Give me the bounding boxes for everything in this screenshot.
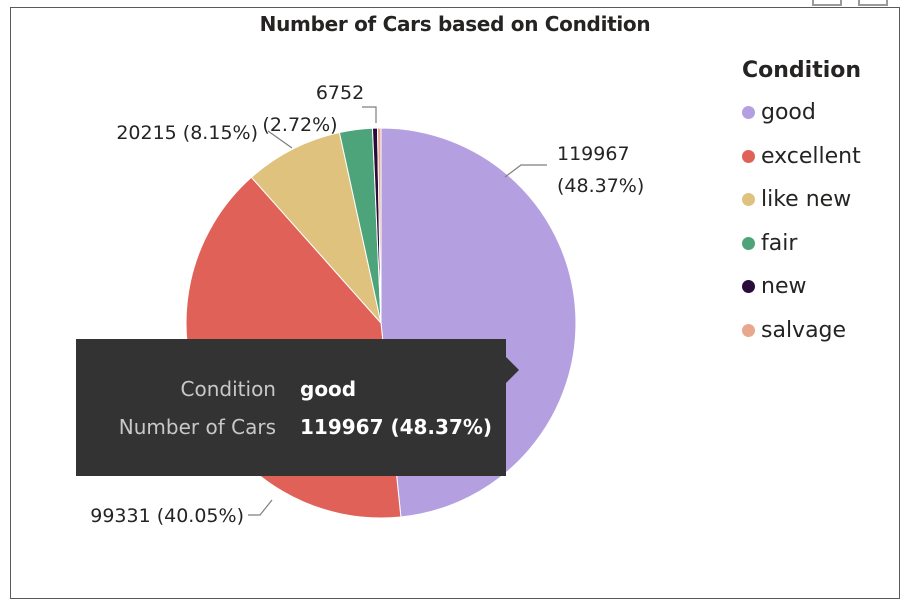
- tooltip: Condition good Number of Cars 119967 (48…: [76, 339, 506, 476]
- tooltip-condition-key: Condition: [180, 377, 276, 401]
- legend-title: Condition: [742, 58, 862, 83]
- legend-item-salvage[interactable]: salvage: [742, 309, 861, 353]
- leader-line: [362, 106, 377, 123]
- legend-label: salvage: [761, 317, 847, 343]
- legend-dot-icon: [742, 149, 755, 163]
- data-label: 20215 (8.15%): [116, 122, 258, 144]
- legend-item-fair[interactable]: fair: [742, 222, 861, 266]
- leader-line: [248, 499, 273, 516]
- legend-label: like new: [761, 187, 852, 213]
- legend: Condition good excellent like new fair new sa…: [742, 58, 861, 352]
- legend-dot-icon: [742, 323, 755, 337]
- data-label: (48.37%): [557, 175, 644, 197]
- tooltip-condition-value: good: [300, 377, 357, 401]
- legend-label: new: [761, 274, 807, 300]
- pie-slice-like-new[interactable]: [250, 131, 382, 325]
- legend-dot-icon: [742, 236, 755, 250]
- tooltip-count-value: 119967 (48.37%): [300, 415, 493, 439]
- legend-dot-icon: [742, 280, 755, 294]
- focus-mode-icon[interactable]: [812, 0, 842, 6]
- legend-item-good[interactable]: good: [742, 91, 861, 135]
- data-label: 6752: [316, 82, 364, 104]
- data-label: 119967: [557, 143, 630, 165]
- chart-title: Number of Cars based on Condition: [259, 12, 651, 36]
- legend-dot-icon: [742, 193, 755, 207]
- legend-label: excellent: [761, 143, 861, 169]
- leader-line: [504, 164, 547, 178]
- tooltip-arrow: [506, 357, 519, 383]
- legend-item-new[interactable]: new: [742, 265, 861, 309]
- pie-slice-salvage[interactable]: [376, 127, 382, 324]
- more-options-icon[interactable]: [858, 0, 888, 6]
- data-label: (2.72%): [262, 114, 337, 136]
- legend-item-excellent[interactable]: excellent: [742, 135, 861, 179]
- tooltip-count-key: Number of Cars: [118, 415, 276, 439]
- legend-label: good: [761, 100, 816, 126]
- leader-line: [267, 130, 293, 149]
- legend-dot-icon: [742, 106, 755, 120]
- legend-item-like-new[interactable]: like new: [742, 178, 861, 222]
- legend-label: fair: [761, 230, 798, 256]
- data-label: 99331 (40.05%): [90, 505, 244, 527]
